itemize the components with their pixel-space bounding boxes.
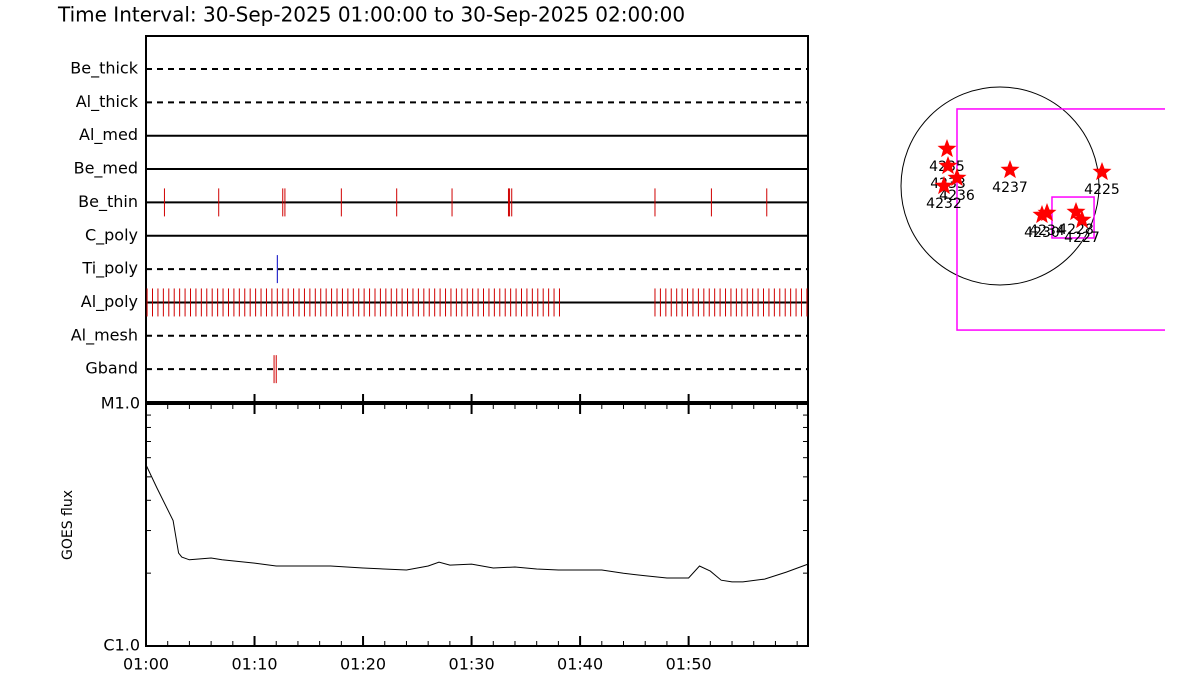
active-region [934,176,954,195]
filter-label: Gband [85,359,138,378]
filter-label: Al_mesh [71,325,138,345]
filter-label: Be_med [74,159,138,179]
map: 4235423342364232423742254230423442284227 [900,86,1165,331]
region-label: 4225 [1084,182,1120,198]
filter-label: Al_med [79,125,138,145]
active-region [938,156,958,175]
region-label: 4230 [1024,225,1060,241]
region-label: 4237 [992,180,1028,196]
active-region [1000,160,1020,179]
xrt-fov [956,108,1165,331]
filter-label: Be_thick [70,59,138,79]
x-tick-label: 01:40 [557,655,603,674]
x-tick-label: 01:30 [449,655,495,674]
y-tick-label: M1.0 [101,394,140,413]
x-tick-label: 01:00 [123,655,169,674]
active-region [1066,202,1086,221]
filter-label: Ti_poly [81,259,138,279]
filter-label: C_poly [85,225,138,245]
goes-curve [145,464,809,583]
y-axis-label: GOES flux [60,490,76,560]
region-label: 4232 [926,196,962,212]
solar-limb [900,86,1100,286]
filter-label: Be_thin [78,192,138,212]
active-region [947,168,967,186]
filter-label: Al_thick [76,92,139,112]
region-box [1051,196,1095,239]
filter-label: Al_poly [81,292,138,312]
x-tick-label: 01:20 [340,655,386,674]
x-tick-label: 01:10 [231,655,277,674]
panel-frame [145,403,809,647]
active-region [1092,162,1112,181]
region-label: 4227 [1064,230,1100,246]
active-region [937,139,957,158]
active-region [1072,210,1092,229]
active-region [1032,205,1052,224]
chart-title: Time Interval: 30-Sep-2025 01:00:00 to 3… [57,3,685,27]
region-label: 4234 [1029,223,1065,239]
panel-frame [145,35,809,403]
y-tick-label: C1.0 [103,636,140,655]
active-region [1037,203,1057,222]
x-tick-label: 01:50 [666,655,712,674]
